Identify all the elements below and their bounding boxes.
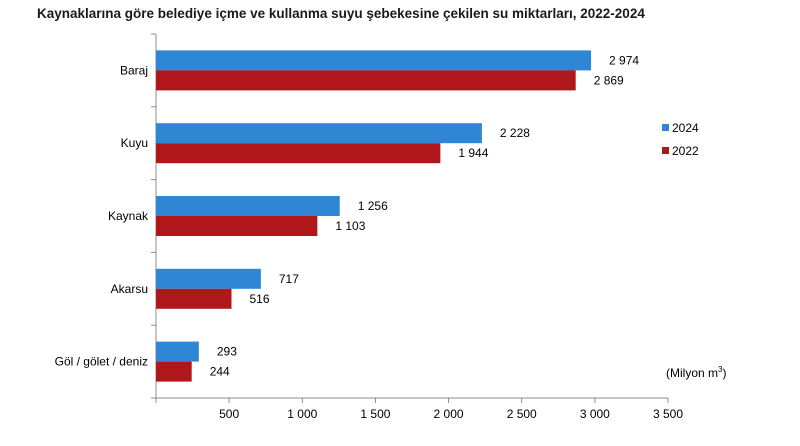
unit-close: ) <box>722 366 726 380</box>
legend-label-2022: 2022 <box>672 144 699 158</box>
data-label-2022: 2 869 <box>594 73 624 87</box>
bar-2024 <box>156 268 261 289</box>
x-tick-label: 500 <box>219 407 239 421</box>
category-label: Kaynak <box>108 209 149 223</box>
legend-swatch-2022 <box>662 147 669 154</box>
category-label: Göl / gölet / deniz <box>55 355 148 369</box>
bar-2024 <box>156 341 199 362</box>
bar-2022 <box>156 361 192 382</box>
bar-2024 <box>156 50 592 71</box>
bar-2024 <box>156 196 340 216</box>
unit-text: (Milyon m <box>666 366 718 380</box>
legend-label-2024: 2024 <box>672 121 699 135</box>
data-label-2022: 516 <box>249 292 269 306</box>
x-tick-label: 1 000 <box>287 407 317 421</box>
data-label-2022: 244 <box>210 365 230 379</box>
legend-swatch-2024 <box>662 124 669 131</box>
x-tick-label: 1 500 <box>360 407 390 421</box>
category-label: Kuyu <box>121 136 148 150</box>
bar-2022 <box>156 143 441 164</box>
x-tick-label: 2 500 <box>507 407 537 421</box>
data-label-2022: 1 944 <box>458 146 488 160</box>
bar-2022 <box>156 70 576 91</box>
x-tick-label: 2 000 <box>434 407 464 421</box>
unit-label: (Milyon m3) <box>666 365 726 380</box>
plot-area: 500 1 000 1 500 2 000 2 500 3 000 3 500 Baraj 2 … <box>55 33 683 421</box>
bar-2022 <box>156 216 318 236</box>
x-tick-label: 3 500 <box>653 407 683 421</box>
data-label-2024: 2 974 <box>609 53 639 67</box>
bar-2022 <box>156 288 232 309</box>
bar-2024 <box>156 123 482 144</box>
data-label-2024: 2 228 <box>500 126 530 140</box>
unit-superscript: 3 <box>718 365 723 374</box>
x-tick-label: 3 000 <box>580 407 610 421</box>
data-label-2024: 293 <box>217 345 237 359</box>
legend: 2024 2022 <box>662 121 699 158</box>
category-label: Akarsu <box>111 282 148 296</box>
chart-title: Kaynaklarına göre belediye içme ve kulla… <box>37 6 645 21</box>
data-label-2022: 1 103 <box>335 219 365 233</box>
data-label-2024: 717 <box>279 272 299 286</box>
data-label-2024: 1 256 <box>358 199 388 213</box>
category-label: Baraj <box>120 63 148 77</box>
